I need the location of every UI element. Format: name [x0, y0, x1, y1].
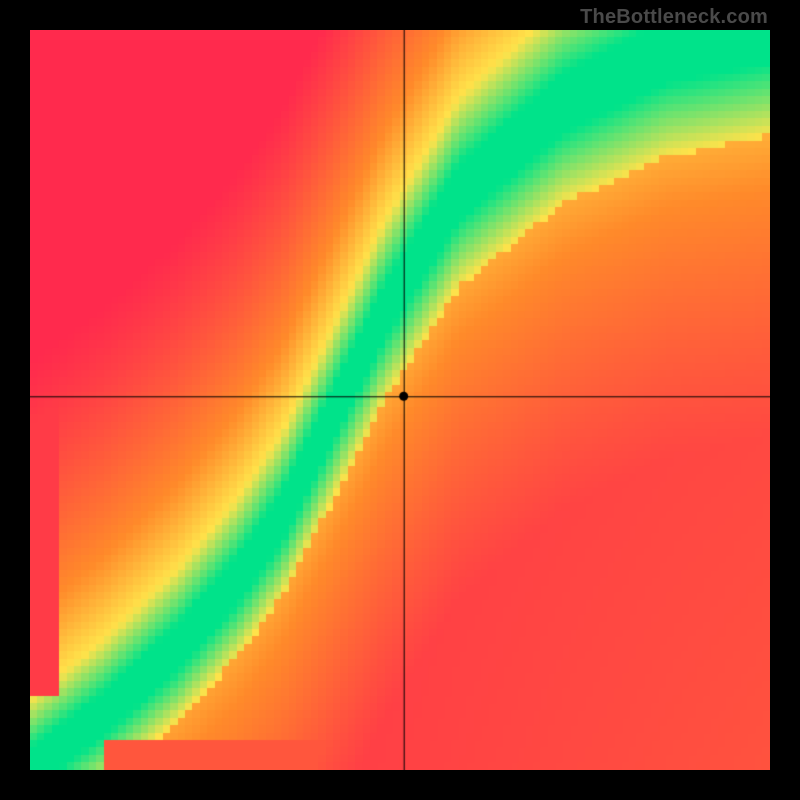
bottleneck-heatmap [30, 30, 770, 770]
watermark-text: TheBottleneck.com [580, 6, 768, 29]
